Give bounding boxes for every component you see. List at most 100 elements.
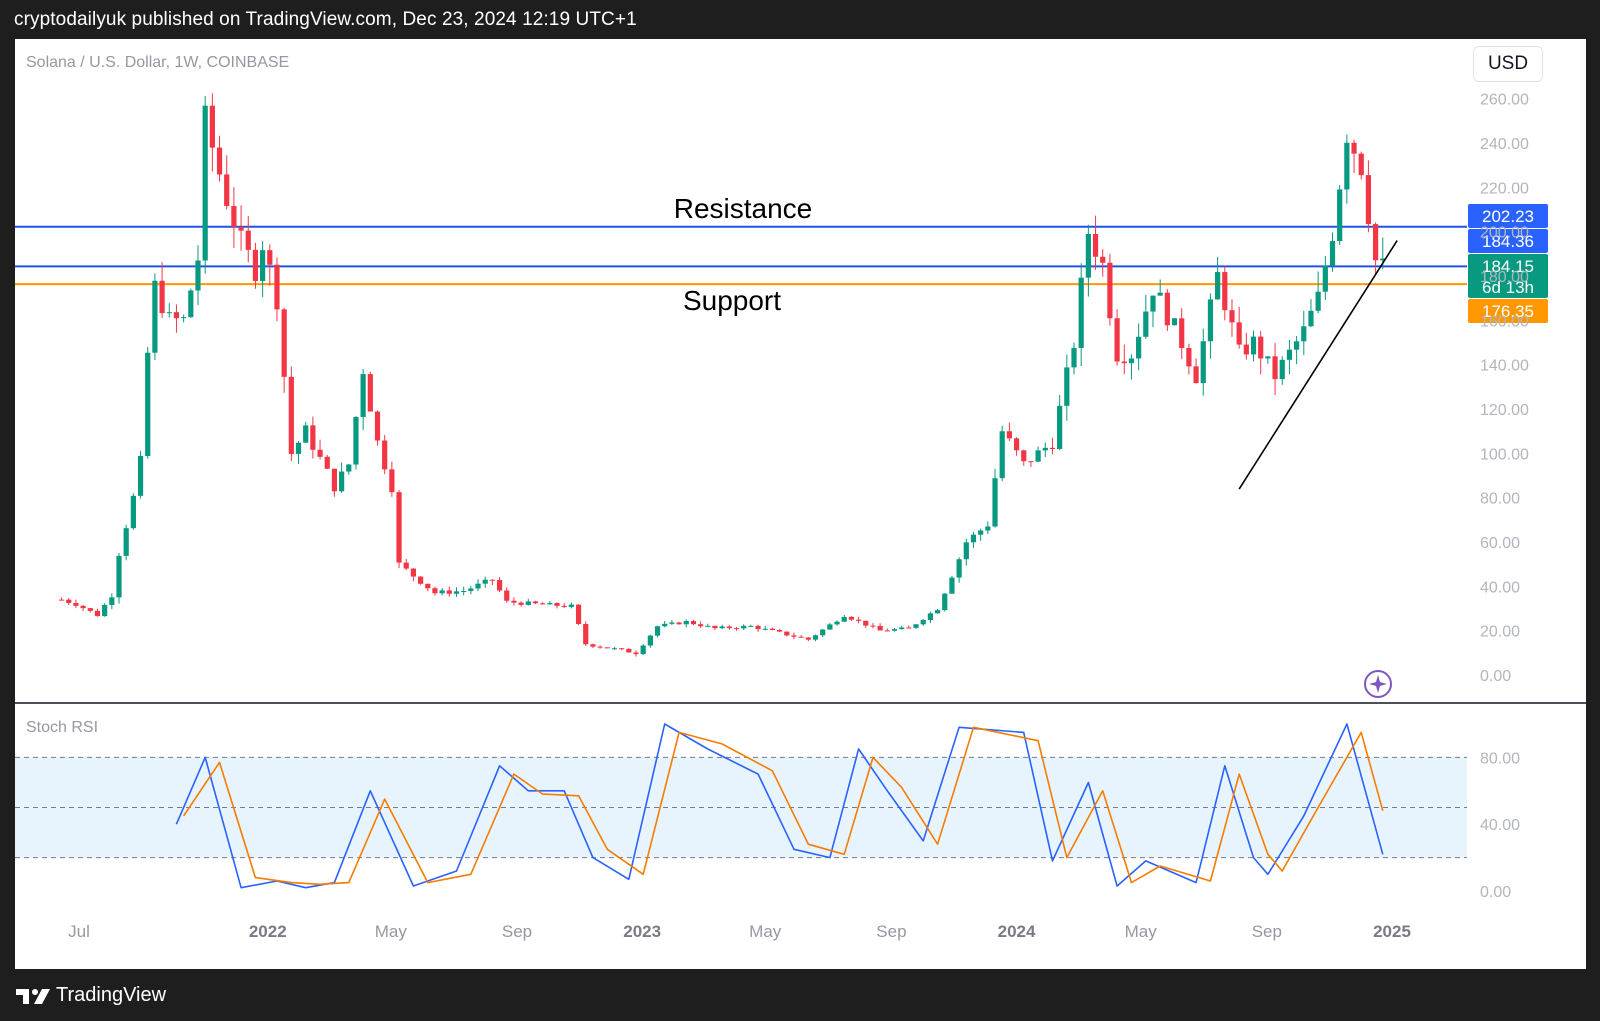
candle-body: [784, 631, 790, 636]
rsi-tick-label: 0.00: [1480, 884, 1511, 901]
candle-body: [1315, 291, 1321, 311]
trendline[interactable]: [1238, 240, 1398, 490]
candle-body: [288, 376, 294, 454]
candle-body: [855, 619, 862, 621]
candle-body: [554, 603, 560, 606]
candle-body: [1128, 358, 1135, 364]
price-tick-label: 260.00: [1480, 92, 1529, 109]
candle-body: [1215, 272, 1221, 300]
candle-body: [683, 621, 689, 625]
candle-body: [547, 603, 553, 605]
candle-body: [1365, 175, 1372, 225]
candle-body: [1057, 405, 1063, 450]
candle-body: [417, 576, 424, 584]
candle-body: [583, 624, 589, 645]
candle-body: [511, 600, 517, 603]
candle-body: [769, 628, 776, 631]
candle-body: [762, 628, 768, 630]
candle-body: [877, 625, 883, 631]
candle-body: [870, 625, 876, 627]
candle-body: [1143, 311, 1149, 337]
candle-body: [726, 626, 732, 629]
stoch-k-line: [175, 723, 1384, 889]
candle-body: [1236, 322, 1242, 345]
candle-body: [1337, 189, 1343, 242]
candle-body: [1071, 347, 1077, 368]
time-axis-label: 2023: [623, 922, 661, 941]
candle-body: [324, 456, 330, 469]
candle-body: [339, 471, 345, 492]
currency-button[interactable]: USD: [1473, 46, 1543, 82]
price-tick-label: 240.00: [1480, 136, 1529, 153]
candle-body: [1250, 336, 1257, 355]
candle-body: [662, 623, 668, 627]
candle-body: [1380, 258, 1386, 261]
candle-body: [1243, 344, 1249, 355]
candle-body: [238, 226, 244, 231]
candle-body: [188, 290, 194, 318]
candle-body: [360, 374, 366, 417]
rsi-tick-label: 80.00: [1480, 750, 1520, 767]
candle-body: [461, 590, 467, 592]
candle-body: [1164, 292, 1170, 326]
candle-body: [1121, 361, 1127, 364]
candle-body: [274, 264, 280, 310]
candle-body: [224, 174, 230, 206]
candle-body: [66, 599, 72, 603]
candle-body: [604, 647, 610, 649]
candle-body: [669, 622, 675, 624]
level-price-tag-text: 184.36: [1482, 232, 1534, 251]
chart-frame[interactable]: Resistance Support 202.23 184.36 184.15 6d 1…: [15, 39, 1586, 969]
candle-body: [698, 624, 704, 627]
candle-body: [130, 495, 136, 529]
price-tick-label: 60.00: [1480, 535, 1520, 552]
candle-body: [934, 610, 941, 614]
rsi-tick-label: 40.00: [1480, 817, 1520, 834]
candle-body: [1286, 349, 1293, 360]
candle-body: [899, 627, 905, 630]
candle-body: [1372, 224, 1379, 261]
candle-body: [137, 456, 144, 496]
candle-body: [626, 648, 632, 653]
candle-body: [891, 629, 898, 631]
candle-body: [568, 604, 574, 607]
candle-body: [1006, 431, 1012, 439]
resistance-price-tag-bg: [1468, 204, 1548, 228]
last-price-tag-countdown: 6d 13h: [1482, 278, 1534, 297]
ai-assistant-icon[interactable]: [1364, 670, 1392, 698]
price-tick-label: 40.00: [1480, 579, 1520, 596]
candle-body: [1049, 447, 1056, 450]
candle-body: [504, 590, 510, 601]
price-tick-label: 140.00: [1480, 358, 1529, 375]
candle-body: [181, 317, 187, 319]
time-axis-label: 2022: [249, 922, 287, 941]
candle-body: [633, 652, 639, 655]
candle-body: [152, 280, 158, 353]
candle-body: [267, 250, 273, 265]
candle-body: [820, 629, 826, 636]
candle-body: [1186, 347, 1192, 367]
candle-body: [561, 605, 567, 607]
price-tick-label: 220.00: [1480, 180, 1529, 197]
resistance-price-tag: 202.23: [1468, 204, 1548, 228]
tradingview-brand[interactable]: TradingView: [16, 984, 166, 1007]
candle-body: [1301, 326, 1307, 342]
resistance-price-tag-text: 202.23: [1482, 207, 1534, 226]
candle-body: [317, 449, 323, 457]
candle-body: [374, 411, 381, 441]
candle-body: [1078, 277, 1084, 348]
candle-body: [446, 590, 452, 594]
chart-title: Solana / U.S. Dollar, 1W, COINBASE: [26, 54, 289, 71]
candle-body: [482, 579, 488, 584]
candle-body: [834, 621, 840, 625]
candle-body: [1042, 447, 1048, 451]
candle-body: [410, 568, 417, 577]
candle-body: [1222, 272, 1228, 311]
candle-body: [733, 628, 740, 630]
chart-svg[interactable]: Resistance Support 202.23 184.36 184.15 6d 1…: [15, 39, 1586, 969]
candle-body: [1258, 336, 1264, 359]
candle-body: [1207, 299, 1214, 342]
candle-body: [927, 613, 933, 620]
price-tick-label: 180.00: [1480, 269, 1529, 286]
candle-body: [525, 601, 531, 605]
